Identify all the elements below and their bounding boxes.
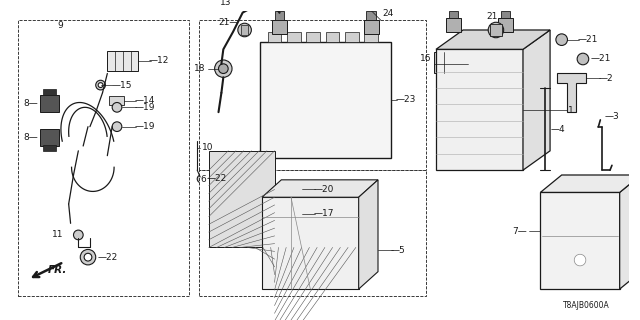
Polygon shape: [271, 20, 287, 34]
Text: —5: —5: [390, 246, 405, 255]
Text: 13: 13: [220, 0, 231, 7]
Circle shape: [98, 83, 103, 87]
Circle shape: [74, 230, 83, 240]
Text: 21: 21: [486, 12, 498, 21]
Polygon shape: [498, 18, 513, 32]
Text: 10: 10: [202, 143, 214, 152]
Circle shape: [84, 253, 92, 261]
Text: 8—: 8—: [23, 133, 38, 142]
Polygon shape: [345, 32, 358, 42]
Text: —21: —21: [577, 35, 598, 44]
Text: —3: —3: [604, 113, 619, 122]
Polygon shape: [287, 32, 301, 42]
Polygon shape: [436, 30, 550, 49]
Polygon shape: [108, 51, 138, 71]
Text: —19: —19: [134, 122, 155, 131]
Text: 24: 24: [383, 9, 394, 18]
Circle shape: [577, 53, 589, 65]
Polygon shape: [43, 145, 56, 151]
Text: —4: —4: [550, 125, 564, 134]
Text: —21: —21: [591, 54, 611, 63]
Text: —20: —20: [313, 185, 333, 194]
Text: —22: —22: [207, 174, 227, 183]
Text: —15: —15: [111, 81, 132, 90]
Circle shape: [488, 22, 504, 38]
Circle shape: [293, 211, 299, 217]
Text: 11: 11: [52, 230, 64, 239]
Text: —14: —14: [134, 96, 155, 105]
Polygon shape: [449, 11, 458, 18]
Polygon shape: [260, 42, 390, 157]
Polygon shape: [241, 25, 248, 35]
Polygon shape: [540, 192, 620, 289]
Polygon shape: [364, 32, 378, 42]
Circle shape: [80, 249, 96, 265]
Polygon shape: [436, 49, 523, 170]
Circle shape: [214, 60, 232, 77]
Text: 1: 1: [568, 106, 574, 115]
Circle shape: [290, 208, 301, 220]
Circle shape: [112, 122, 122, 132]
Text: 6: 6: [200, 175, 206, 184]
Polygon shape: [209, 151, 275, 247]
Polygon shape: [40, 95, 59, 112]
Polygon shape: [540, 175, 640, 192]
Text: 7—: 7—: [512, 227, 527, 236]
Text: —17: —17: [313, 209, 333, 218]
Text: 16: 16: [420, 54, 431, 63]
Polygon shape: [262, 197, 358, 289]
Polygon shape: [500, 11, 511, 18]
Circle shape: [197, 175, 205, 183]
Polygon shape: [557, 74, 586, 112]
Text: —2: —2: [598, 74, 613, 83]
Polygon shape: [307, 32, 320, 42]
Text: FR.: FR.: [47, 265, 67, 275]
Polygon shape: [268, 32, 282, 42]
Circle shape: [112, 102, 122, 112]
Polygon shape: [364, 20, 379, 34]
Polygon shape: [445, 18, 461, 32]
Polygon shape: [40, 129, 59, 146]
Text: 9: 9: [57, 21, 63, 30]
Polygon shape: [620, 175, 640, 289]
Polygon shape: [43, 89, 56, 95]
Polygon shape: [523, 30, 550, 170]
Polygon shape: [262, 180, 378, 197]
Polygon shape: [358, 180, 378, 289]
Text: —22: —22: [98, 253, 118, 262]
Text: T8AJB0600A: T8AJB0600A: [563, 301, 610, 310]
Polygon shape: [326, 32, 339, 42]
Text: —23: —23: [396, 95, 416, 104]
Circle shape: [293, 187, 299, 192]
Text: —19: —19: [134, 103, 155, 112]
Polygon shape: [275, 11, 284, 20]
Circle shape: [574, 254, 586, 266]
Circle shape: [96, 80, 106, 90]
Polygon shape: [490, 24, 502, 36]
Polygon shape: [109, 96, 124, 105]
Text: 21—: 21—: [218, 18, 239, 27]
Circle shape: [238, 23, 252, 37]
Polygon shape: [199, 20, 426, 170]
Polygon shape: [367, 11, 376, 20]
Circle shape: [290, 184, 301, 195]
Circle shape: [556, 34, 568, 45]
Polygon shape: [19, 20, 189, 296]
Circle shape: [218, 64, 228, 74]
Text: 18: 18: [195, 64, 206, 73]
Text: 8—: 8—: [23, 99, 38, 108]
Text: —12: —12: [149, 56, 169, 65]
Polygon shape: [434, 52, 468, 74]
Polygon shape: [199, 170, 426, 296]
